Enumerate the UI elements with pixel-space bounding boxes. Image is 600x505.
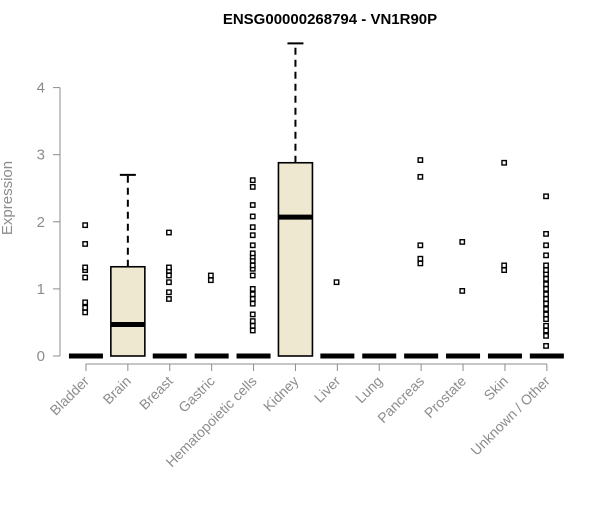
outlier-point xyxy=(543,193,549,200)
outlier-point xyxy=(207,272,214,279)
outlier-point xyxy=(82,222,89,229)
outlier-point xyxy=(543,275,549,282)
outlier-point xyxy=(543,322,549,329)
outlier-point xyxy=(543,316,549,322)
outlier-point xyxy=(543,306,549,312)
box-bladder xyxy=(68,222,103,359)
outlier-point xyxy=(249,232,256,239)
outlier-point xyxy=(543,311,549,318)
outlier-point xyxy=(417,173,424,180)
outlier-point xyxy=(249,291,256,298)
outlier-point xyxy=(543,252,549,259)
y-tick-label: 3 xyxy=(37,147,45,164)
outlier-point xyxy=(249,184,256,190)
x-tick-label: Skin xyxy=(481,373,512,404)
outlier-point xyxy=(417,255,424,262)
outlier-point xyxy=(543,291,549,298)
outlier-point xyxy=(543,267,549,274)
outlier-point xyxy=(249,322,256,329)
outlier-point xyxy=(249,286,256,292)
x-tick-label: Pancreas xyxy=(374,373,427,426)
box-body xyxy=(277,161,314,357)
x-tick-label: Bladder xyxy=(47,373,93,419)
x-tick-label: Brain xyxy=(100,373,134,407)
y-tick-label: 2 xyxy=(37,214,45,231)
y-axis-label: Expression xyxy=(0,161,16,235)
x-tick-label: Prostate xyxy=(421,373,469,421)
x-tick-label: Kidney xyxy=(260,373,302,415)
box-unknown-other xyxy=(529,193,564,359)
outlier-point xyxy=(82,309,89,316)
outlier-point xyxy=(249,300,256,307)
box-pancreas xyxy=(404,157,439,359)
outlier-point xyxy=(543,230,549,237)
outlier-point xyxy=(82,304,89,311)
y-axis: 0 1 2 3 4 xyxy=(37,80,61,365)
x-tick-label: Unknown / Other xyxy=(467,373,553,459)
outlier-point xyxy=(501,159,508,166)
outlier-point xyxy=(249,224,256,231)
x-tick-label: Breast xyxy=(136,373,176,413)
outlier-point xyxy=(166,296,172,302)
outlier-point xyxy=(459,239,466,245)
outlier-point xyxy=(249,272,256,279)
outlier-point xyxy=(543,296,549,302)
outlier-point xyxy=(417,260,424,267)
outlier-point xyxy=(166,289,172,296)
outlier-point xyxy=(82,299,89,306)
box-kidney xyxy=(277,42,314,357)
outlier-point xyxy=(417,242,424,249)
outlier-point xyxy=(166,272,172,279)
outlier-point xyxy=(207,277,214,284)
outlier-point xyxy=(249,296,256,302)
outlier-point xyxy=(249,327,256,334)
box-brain xyxy=(110,173,146,357)
outlier-point xyxy=(543,242,549,249)
outlier-point xyxy=(543,343,549,349)
outlier-point xyxy=(166,279,172,286)
outlier-point xyxy=(249,318,256,325)
box-series xyxy=(68,42,564,359)
outlier-point xyxy=(249,250,256,257)
box-breast xyxy=(152,229,187,359)
box-body xyxy=(110,265,146,357)
y-tick-label: 1 xyxy=(37,281,45,298)
chart-title: ENSG00000268794 - VN1R90P xyxy=(223,11,437,28)
outlier-point xyxy=(543,262,549,269)
outlier-point xyxy=(543,327,549,334)
outlier-point xyxy=(249,242,256,249)
outlier-point xyxy=(166,264,172,271)
outlier-point xyxy=(249,213,256,220)
outlier-point xyxy=(166,229,172,236)
box-skin xyxy=(487,159,522,359)
outlier-point xyxy=(82,264,89,271)
outlier-point xyxy=(543,332,549,339)
box-hematopoietic-cells xyxy=(236,177,271,359)
outlier-point xyxy=(543,281,549,288)
y-tick-label: 4 xyxy=(37,80,45,97)
outlier-point xyxy=(249,202,256,208)
outlier-point xyxy=(82,274,89,281)
x-tick-label: Lung xyxy=(352,373,385,406)
outlier-point xyxy=(249,262,256,269)
outlier-point xyxy=(417,157,424,163)
box-gastric xyxy=(194,272,229,359)
outlier-point xyxy=(501,267,508,274)
box-liver xyxy=(320,279,355,359)
outlier-point xyxy=(82,241,89,247)
outlier-point xyxy=(249,311,256,318)
outlier-point xyxy=(501,262,508,269)
x-tick-label: Liver xyxy=(311,373,344,406)
y-tick-label: 0 xyxy=(37,348,45,365)
outlier-point xyxy=(249,177,256,184)
outlier-point xyxy=(543,286,549,292)
outlier-point xyxy=(333,279,340,286)
outlier-point xyxy=(543,300,549,307)
box-prostate xyxy=(446,239,481,359)
outlier-point xyxy=(459,288,466,294)
